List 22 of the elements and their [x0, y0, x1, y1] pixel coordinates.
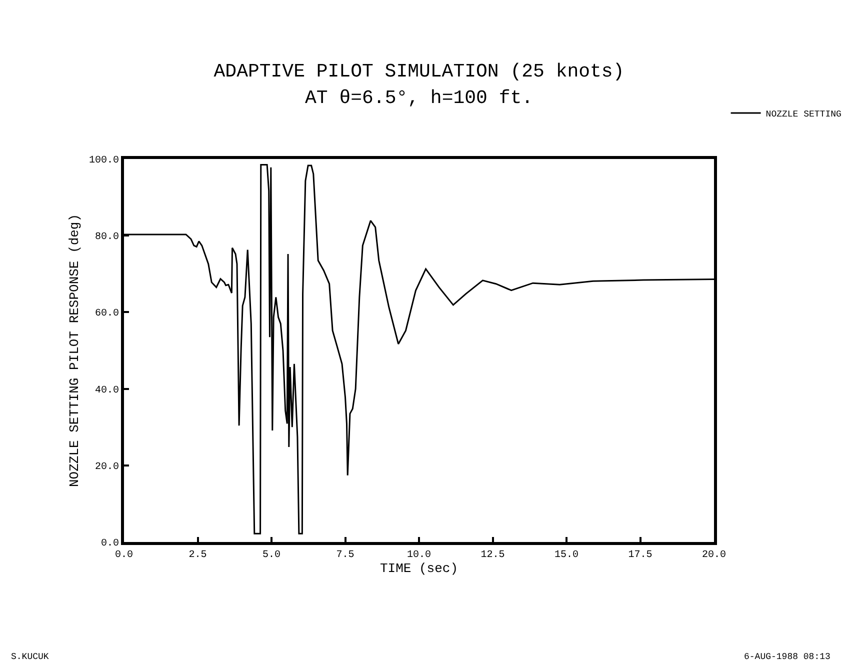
legend-label: NOZZLE SETTING — [766, 110, 842, 120]
x-tick-label: 17.5 — [628, 550, 652, 561]
x-tick-label: 15.0 — [554, 550, 579, 561]
y-tick-label: 40.0 — [94, 385, 119, 396]
y-tick-label: 80.0 — [94, 232, 119, 244]
x-tick-label: 10.0 — [406, 550, 432, 561]
x-tick-label: 2.5 — [188, 550, 207, 561]
x-tick-label: 5.0 — [262, 550, 281, 561]
x-tick-label: 7.5 — [336, 550, 354, 561]
y-axis-title: NOZZLE SETTING PILOT RESPONSE (deg) — [66, 214, 82, 488]
y-tick-label: 60.0 — [94, 308, 119, 320]
chart-title: ADAPTIVE PILOT SIMULATION (25 knots) — [214, 60, 624, 82]
x-tick-label: 12.5 — [480, 550, 505, 561]
x-tick-label: 0.0 — [114, 550, 134, 561]
text: 6-AUG-1988 08:13 — [744, 652, 830, 662]
y-tick-label: 100.0 — [88, 156, 119, 166]
x-axis-title: TIME (sec) — [380, 561, 458, 576]
y-tick-label: 20.0 — [94, 462, 119, 473]
chart-subtitle: AT θ=6.5°, h=100 ft. — [305, 87, 534, 109]
y-tick-label: 0.0 — [100, 538, 119, 550]
text: S.KUCUK — [11, 652, 50, 662]
x-tick-label: 20.0 — [702, 550, 726, 561]
